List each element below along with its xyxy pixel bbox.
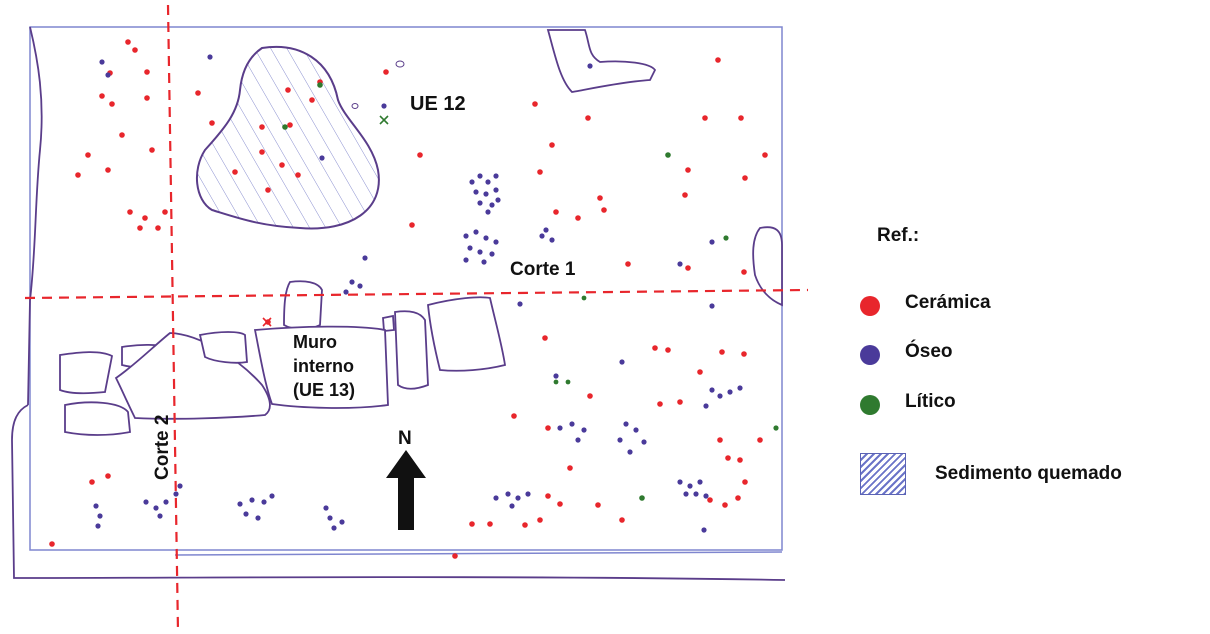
legend-title: Ref.: [877,225,920,246]
north-label: N [398,428,412,449]
ue12-label: UE 12 [410,93,466,115]
ceramic-finds [49,39,768,559]
legend-label-oseo: Óseo [905,341,953,362]
bone-finds [93,54,743,533]
legend-item-ceramica: Cerámica [855,290,1205,324]
x-markers [262,115,389,327]
bone-dot-icon [860,345,880,365]
corte-1-line [24,288,809,300]
legend-label-litico: Lítico [905,391,956,412]
cut-lines [24,4,809,633]
corte1-label: Corte 1 [510,259,576,280]
muro-label-line3: (UE 13) [293,380,355,400]
legend-item-sedimento: Sedimento quemado [855,453,1205,497]
legend: Ref.: Cerámica Óseo Lítico Sedimento que… [855,225,1205,515]
hatch-swatch-icon [860,453,906,495]
legend-item-litico: Lítico [855,389,1205,423]
corte-2-line [166,4,180,633]
small-rings [351,60,405,109]
muro-label-line1: Muro [293,332,337,352]
muro-label-line2: interno [293,356,354,376]
north-arrow: N [386,428,426,530]
lithic-dot-icon [860,395,880,415]
ceramic-dot-icon [860,296,880,316]
stone-outlines [59,29,783,436]
excavation-plan: UE 12 Corte 1 Corte 2 Muro interno (UE 1… [11,4,809,633]
legend-label-ceramica: Cerámica [905,292,991,313]
north-arrow-icon [386,450,426,530]
legend-label-sedimento: Sedimento quemado [935,463,1122,484]
legend-item-oseo: Óseo [855,339,1205,373]
corte2-label: Corte 2 [152,415,173,480]
burned-sediment-zone [195,45,380,230]
lithic-finds [282,82,779,501]
